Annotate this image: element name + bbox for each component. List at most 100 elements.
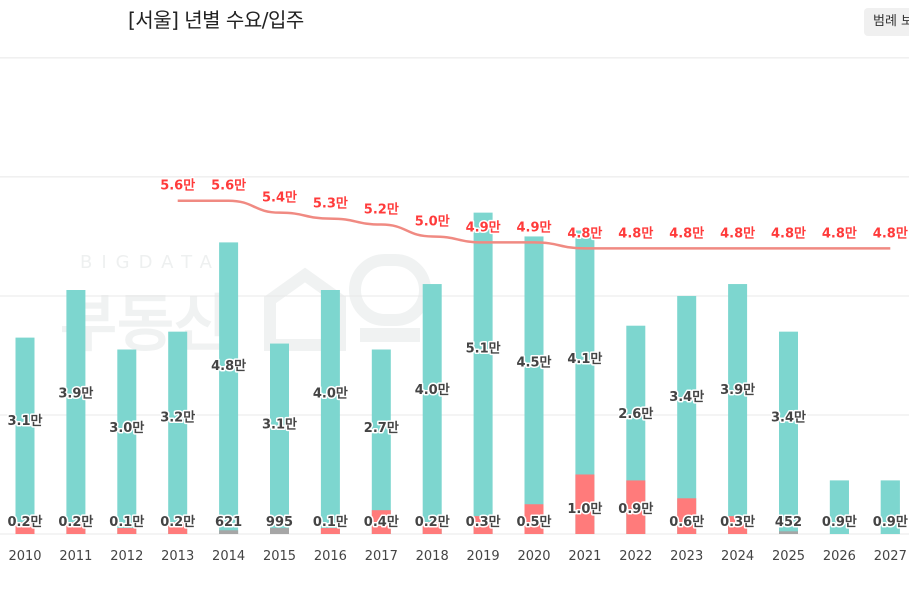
bar-lower-2023	[677, 498, 697, 534]
bar-supply-2013	[168, 331, 188, 534]
label-lower-2014: 621	[215, 515, 242, 530]
label-demand-2017: 5.2만	[364, 202, 399, 218]
bar-supply-2021	[575, 230, 595, 535]
label-lower-2027: 0.9만	[873, 514, 908, 530]
x-axis: 2010 2011 2012 2013 2014 2015 2016 2017 2018 2019…	[8, 549, 906, 564]
bar-supply-2012	[117, 349, 137, 534]
chart-title: [서울] 년별 수요/입주	[128, 8, 304, 32]
label-demand-2020: 4.9만	[517, 219, 552, 235]
bar-supply-2010	[15, 337, 35, 534]
bar-lower-2019	[473, 516, 493, 534]
label-lower-2017: 0.4만	[364, 514, 399, 530]
bar-lower-2015	[270, 528, 289, 534]
bar-lower-2024	[728, 516, 748, 534]
x-tick-2011: 2011	[59, 549, 92, 564]
label-supply-2017: 2.7만	[364, 420, 399, 436]
x-tick-2021: 2021	[568, 549, 601, 564]
label-demand-2022: 4.8만	[618, 225, 653, 241]
bar-lower-2010	[15, 522, 35, 534]
bar-lower-2025	[779, 531, 798, 534]
bar-lower-2022	[626, 480, 646, 534]
label-demand-2023: 4.8만	[669, 225, 704, 241]
label-lower-2011: 0.2만	[58, 514, 93, 530]
bar-lower-2013	[168, 522, 188, 534]
bar-supply-2015	[270, 343, 289, 534]
bar-supply-2017	[371, 349, 391, 534]
bar-supply-2019	[473, 212, 493, 534]
bar-lower-2012	[117, 528, 137, 534]
x-tick-2010: 2010	[8, 549, 41, 564]
label-demand-2018: 5.0만	[415, 213, 450, 229]
gridlines	[0, 57, 909, 535]
x-tick-2014: 2014	[212, 549, 245, 564]
label-lower-2018: 0.2만	[415, 514, 450, 530]
label-supply-2020: 4.5만	[517, 354, 552, 370]
label-demand-2015: 5.4만	[262, 190, 297, 206]
label-supply-2015: 3.1만	[262, 417, 297, 433]
label-supply-2013: 3.2만	[160, 410, 195, 426]
label-demand-2013: 5.6만	[160, 178, 195, 194]
x-tick-2026: 2026	[823, 549, 856, 564]
label-lower-2023: 0.6만	[669, 514, 704, 530]
x-tick-2022: 2022	[619, 549, 652, 564]
bar-lower-2018	[422, 522, 442, 534]
label-supply-2021: 4.1만	[567, 351, 602, 367]
x-tick-2015: 2015	[263, 549, 296, 564]
label-demand-2021: 4.8만	[567, 225, 602, 241]
bar-lower-2016	[320, 528, 340, 534]
bar-supply-2016	[320, 290, 340, 534]
legend-toggle-button[interactable]: 범례 보기	[864, 8, 909, 36]
label-lower-2020: 0.5만	[517, 514, 552, 530]
bar-lower-2017	[371, 510, 391, 534]
x-tick-2017: 2017	[365, 549, 398, 564]
label-demand-2019: 4.9만	[466, 219, 501, 235]
label-lower-2010: 0.2만	[8, 514, 43, 530]
bar-lower-2021	[575, 474, 595, 534]
label-lower-2019: 0.3만	[466, 514, 501, 530]
label-supply-2014: 4.8만	[211, 358, 246, 374]
bar-supply-2023	[677, 295, 697, 534]
x-tick-2019: 2019	[467, 549, 500, 564]
label-demand-2014: 5.6만	[211, 178, 246, 194]
label-lower-2012: 0.1만	[109, 514, 144, 530]
label-supply-2011: 3.9만	[58, 385, 93, 401]
x-tick-2013: 2013	[161, 549, 194, 564]
bar-supply-2011	[66, 290, 86, 534]
demand-line	[177, 199, 891, 250]
bar-lower-2027	[880, 480, 900, 534]
label-demand-2024: 4.8만	[720, 225, 755, 241]
bar-supply-2025	[779, 331, 798, 534]
label-demand-2026: 4.8만	[822, 225, 857, 241]
bars	[15, 212, 900, 535]
label-lower-2021: 1.0만	[567, 501, 602, 517]
bar-lower-2026	[829, 480, 849, 534]
label-supply-2019: 5.1만	[466, 341, 501, 357]
bar-lower-2020	[524, 504, 544, 534]
label-lower-2015: 995	[266, 515, 293, 530]
bar-lower-2014	[219, 530, 239, 534]
bar-lower-2011	[66, 522, 86, 534]
demand-line-path	[177, 199, 891, 250]
label-lower-2024: 0.3만	[720, 514, 755, 530]
label-supply-2018: 4.0만	[415, 382, 450, 398]
x-tick-2025: 2025	[772, 549, 805, 564]
x-tick-2018: 2018	[416, 549, 449, 564]
label-supply-2025: 3.4만	[771, 410, 806, 426]
x-tick-2012: 2012	[110, 549, 143, 564]
data-labels: 3.1만 0.2만 3.9만 0.2만 3.0만 0.1만 3.2만 0.2만 4.8만 621 3…	[6, 176, 909, 531]
label-supply-2022: 2.6만	[618, 406, 653, 422]
label-supply-2023: 3.4만	[669, 389, 704, 405]
bar-supply-2024	[728, 284, 748, 534]
x-tick-2023: 2023	[670, 549, 703, 564]
x-tick-2020: 2020	[517, 549, 550, 564]
label-lower-2013: 0.2만	[160, 514, 195, 530]
label-supply-2024: 3.9만	[720, 382, 755, 398]
label-demand-2016: 5.3만	[313, 196, 348, 212]
bar-supply-2018	[422, 284, 442, 534]
label-supply-2012: 3.0만	[109, 420, 144, 436]
label-supply-2010: 3.1만	[8, 413, 43, 429]
label-lower-2022: 0.9만	[618, 501, 653, 517]
label-demand-2025: 4.8만	[771, 225, 806, 241]
label-lower-2016: 0.1만	[313, 514, 348, 530]
